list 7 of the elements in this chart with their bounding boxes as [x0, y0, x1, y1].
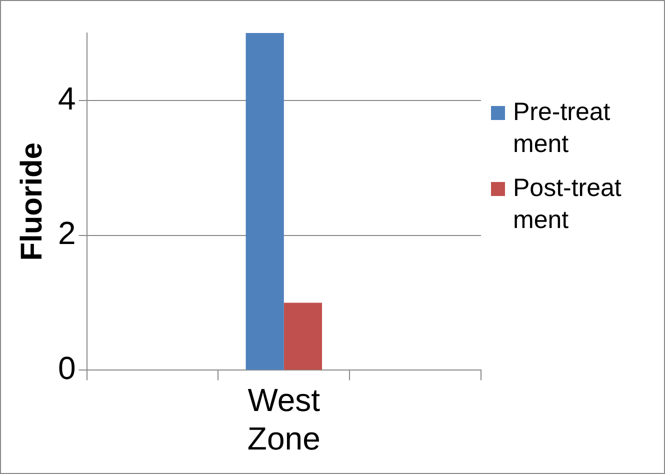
y-tick-label: 2	[58, 215, 76, 252]
y-tick-label: 4	[58, 80, 76, 116]
legend-label: Post-treatment	[513, 173, 622, 236]
legend-label: Pre-treatment	[513, 97, 612, 160]
x-tick-label: West Zone	[247, 382, 320, 457]
y-axis-title: Fluoride	[15, 142, 48, 261]
y-tick-label: 0	[58, 350, 76, 386]
